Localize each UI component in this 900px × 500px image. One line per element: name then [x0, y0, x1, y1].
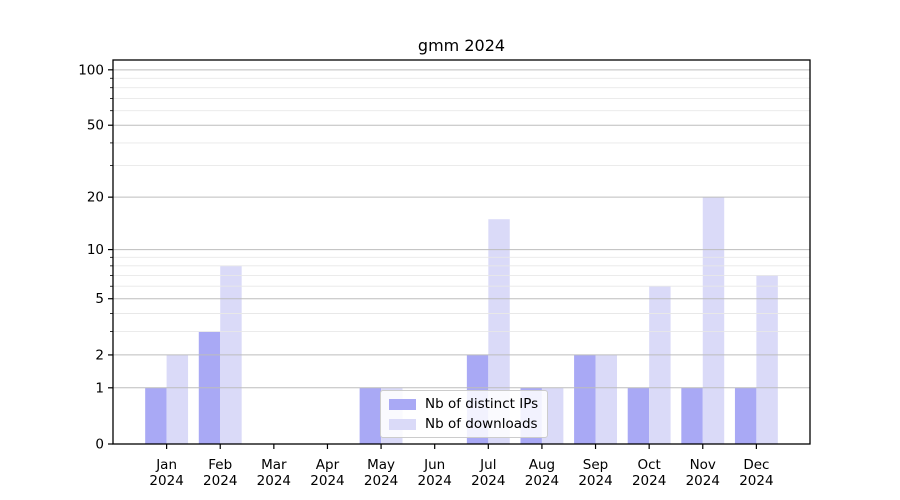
- x-tick-label-year: 2024: [739, 473, 773, 489]
- bar-downloads-oct: [649, 286, 671, 444]
- x-tick-label-year: 2024: [418, 473, 452, 489]
- bar-ips-oct: [627, 387, 650, 444]
- x-tick-label-month: Aug: [529, 457, 555, 473]
- x-tick-label-month: Nov: [690, 457, 716, 473]
- legend-label-downloads: Nb of downloads: [425, 416, 538, 432]
- y-tick-label: 2: [95, 347, 104, 363]
- x-tick-label-month: Feb: [208, 457, 232, 473]
- chart-title: gmm 2024: [417, 36, 506, 55]
- x-tick-label-month: Sep: [583, 457, 608, 473]
- x-tick-label-year: 2024: [471, 473, 505, 489]
- x-tick-label-month: Jan: [155, 457, 177, 473]
- x-tick-label-year: 2024: [686, 473, 720, 489]
- legend-item-downloads: Nb of downloads: [389, 416, 538, 432]
- x-tick-label-month: Jul: [479, 457, 496, 473]
- x-tick-label-month: Jun: [423, 457, 445, 473]
- legend-item-distinct-ips: Nb of distinct IPs: [389, 396, 538, 412]
- x-tick-label-month: Oct: [637, 457, 660, 473]
- legend-swatch-distinct-ips: [389, 398, 416, 410]
- x-tick-label-year: 2024: [203, 473, 237, 489]
- bar-downloads-dec: [756, 275, 778, 444]
- x-tick-label-month: May: [367, 457, 395, 473]
- x-tick-label-month: Dec: [743, 457, 769, 473]
- y-tick-label: 100: [78, 62, 104, 78]
- x-tick-label-year: 2024: [632, 473, 666, 489]
- x-tick-label-year: 2024: [364, 473, 398, 489]
- y-tick-label: 10: [87, 242, 104, 258]
- x-tick-label-year: 2024: [310, 473, 344, 489]
- legend-label-distinct-ips: Nb of distinct IPs: [425, 396, 539, 412]
- y-tick-label: 50: [87, 118, 104, 134]
- x-tick-label-month: Apr: [316, 457, 340, 473]
- y-tick-label: 1: [95, 380, 104, 396]
- bar-downloads-nov: [702, 197, 725, 444]
- bar-ips-nov: [681, 387, 703, 444]
- x-tick-label-month: Mar: [261, 457, 287, 473]
- bar-ips-jan: [145, 387, 167, 444]
- y-tick-label: 0: [95, 437, 104, 453]
- y-tick-label: 5: [95, 291, 104, 307]
- y-tick-label: 20: [87, 190, 104, 206]
- x-tick-label-year: 2024: [149, 473, 183, 489]
- plot-border: [112, 59, 811, 445]
- legend-swatch-downloads: [389, 418, 416, 430]
- x-tick-label-year: 2024: [578, 473, 612, 489]
- x-tick-label-year: 2024: [525, 473, 559, 489]
- bar-ips-sep: [574, 354, 596, 444]
- bar-downloads-jan: [166, 354, 189, 444]
- bar-ips-dec: [734, 387, 757, 444]
- bar-downloads-sep: [595, 354, 617, 444]
- legend: Nb of distinct IPs Nb of downloads: [380, 390, 549, 438]
- bar-ips-may: [359, 387, 382, 444]
- x-tick-label-year: 2024: [257, 473, 291, 489]
